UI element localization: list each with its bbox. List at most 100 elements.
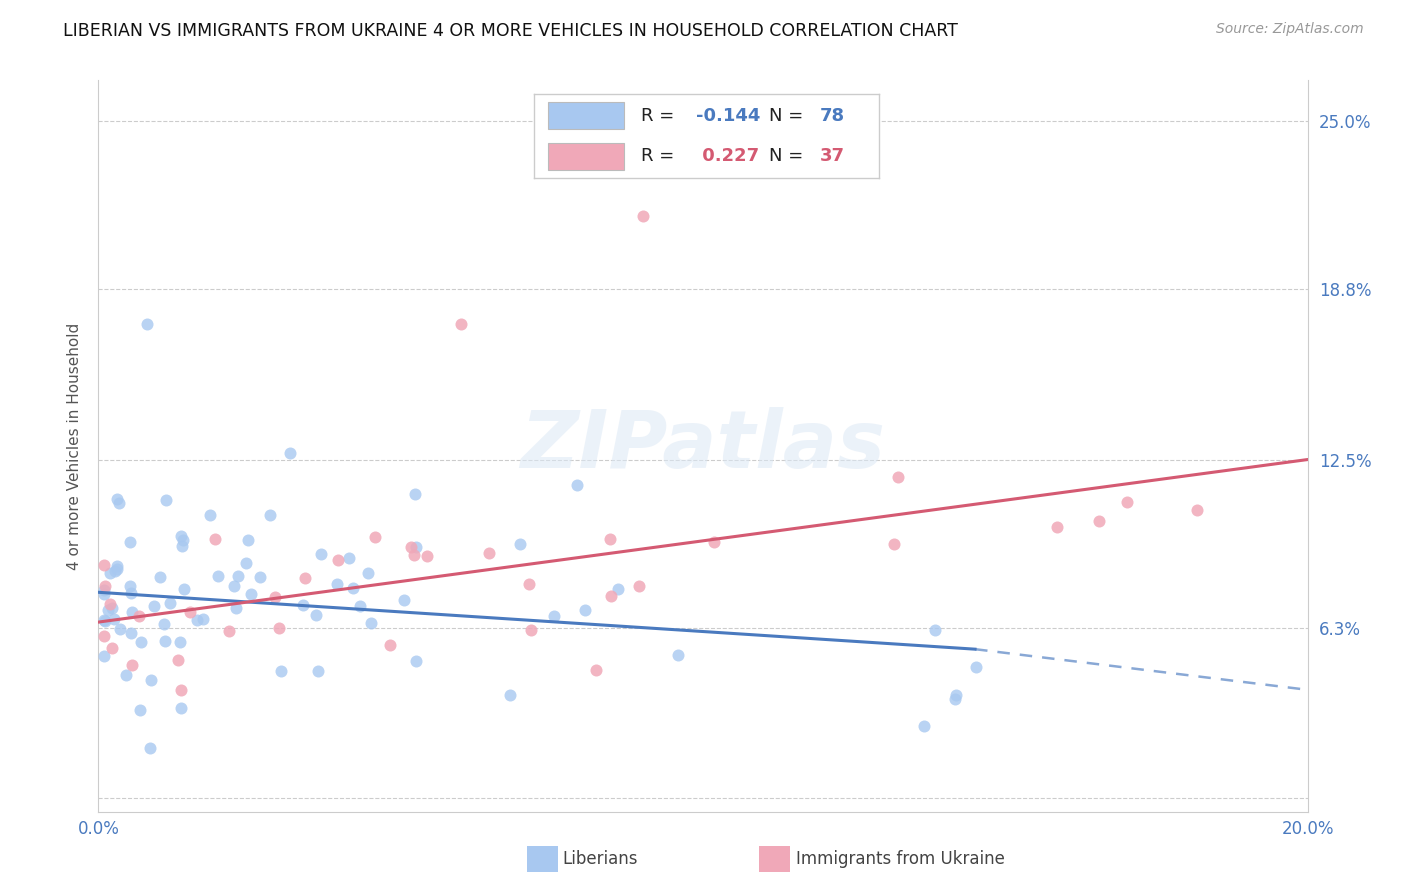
Point (328, 553, 350, 567)
Point (186, 613, 208, 627)
Point (517, 576, 540, 591)
Point (93, 587, 115, 601)
Point (238, 533, 260, 547)
Text: R =: R = (641, 147, 681, 165)
Text: LIBERIAN VS IMMIGRANTS FROM UKRAINE 4 OR MORE VEHICLES IN HOUSEHOLD CORRELATION : LIBERIAN VS IMMIGRANTS FROM UKRAINE 4 OR… (63, 22, 957, 40)
Point (101, 601, 124, 615)
Point (627, 579, 650, 593)
Point (378, 639, 401, 653)
Point (103, 612, 125, 626)
Point (222, 579, 245, 593)
Point (179, 605, 201, 619)
Point (104, 564, 127, 578)
Point (599, 533, 621, 547)
Point (98, 597, 121, 611)
Point (924, 624, 946, 638)
Point (945, 688, 967, 702)
Point (450, 317, 472, 331)
Point (631, 209, 654, 223)
Point (703, 535, 725, 549)
Point (93, 648, 115, 663)
Point (263, 590, 285, 604)
Point (291, 598, 314, 612)
Point (105, 559, 128, 574)
Point (326, 577, 349, 591)
Point (249, 570, 271, 584)
Point (883, 537, 905, 551)
Point (172, 533, 194, 547)
Text: Immigrants from Ukraine: Immigrants from Ukraine (796, 850, 1005, 868)
Point (142, 599, 165, 613)
Point (478, 546, 501, 560)
Point (93, 582, 115, 597)
Point (128, 609, 150, 624)
Point (235, 556, 257, 570)
Point (107, 495, 129, 509)
Point (240, 587, 263, 601)
Point (153, 617, 176, 632)
Point (1116, 495, 1139, 509)
Point (519, 623, 541, 637)
Point (499, 688, 522, 702)
Point (912, 719, 935, 733)
Point (93, 629, 115, 643)
Point (94, 579, 117, 593)
Point (167, 653, 190, 667)
Point (226, 569, 249, 583)
Point (93, 613, 115, 627)
Point (121, 605, 143, 619)
Text: Liberians: Liberians (562, 850, 638, 868)
Point (108, 622, 131, 636)
Point (567, 477, 589, 491)
Point (138, 741, 160, 756)
Y-axis label: 4 or more Vehicles in Household: 4 or more Vehicles in Household (67, 322, 83, 570)
Bar (548, 143, 624, 169)
Point (349, 599, 371, 613)
Text: N =: N = (769, 107, 808, 125)
Point (93, 615, 115, 629)
Point (309, 548, 332, 562)
Point (204, 532, 226, 546)
Point (121, 657, 143, 672)
Point (666, 648, 689, 662)
Point (97, 602, 120, 616)
Point (392, 593, 415, 607)
Point (585, 664, 607, 678)
Point (342, 581, 364, 595)
Point (198, 508, 221, 522)
Point (404, 487, 426, 501)
Point (120, 626, 142, 640)
Point (966, 660, 988, 674)
Point (574, 603, 596, 617)
Text: R =: R = (641, 107, 681, 125)
Point (401, 540, 423, 554)
Point (191, 611, 214, 625)
Point (305, 608, 328, 623)
Point (225, 601, 247, 615)
Point (1185, 503, 1208, 517)
Point (149, 570, 172, 584)
Point (118, 579, 141, 593)
Point (118, 535, 141, 549)
Point (364, 530, 387, 544)
Point (1087, 514, 1109, 528)
Point (294, 571, 316, 585)
Point (153, 634, 176, 648)
Point (269, 621, 291, 635)
Point (93, 558, 115, 573)
Point (405, 540, 427, 554)
Point (943, 692, 966, 706)
Point (135, 317, 157, 331)
Point (259, 508, 281, 523)
Point (280, 446, 302, 460)
Point (120, 586, 142, 600)
Point (405, 654, 427, 668)
Point (1046, 520, 1069, 534)
Point (105, 562, 128, 576)
Point (159, 596, 181, 610)
Point (509, 537, 531, 551)
Point (128, 703, 150, 717)
Point (139, 673, 162, 687)
Point (170, 701, 193, 715)
Text: 37: 37 (820, 147, 845, 165)
